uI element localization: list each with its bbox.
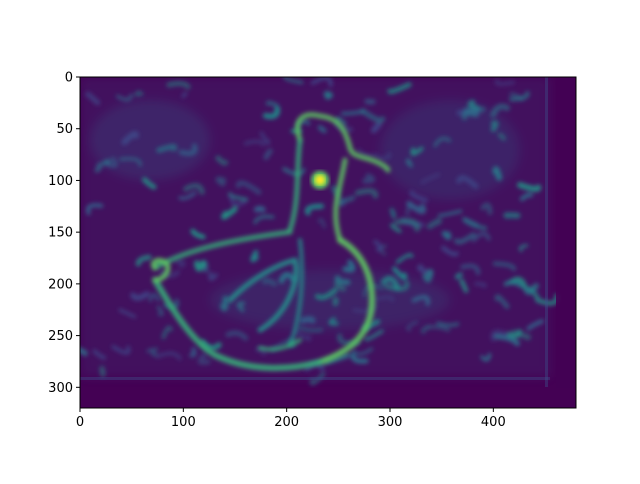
ripple-stroke xyxy=(303,319,313,320)
bottom-border-line xyxy=(80,377,550,380)
ripple-stroke xyxy=(457,275,460,277)
ripple-stroke xyxy=(218,179,223,183)
ripple-stroke xyxy=(500,135,504,138)
plot-area xyxy=(76,76,576,408)
ripple-stroke xyxy=(253,252,257,260)
ripple-stroke xyxy=(136,92,141,94)
ripple-stroke xyxy=(335,300,336,304)
ripple-stroke xyxy=(223,299,226,309)
y-tick-label: 100 xyxy=(48,174,73,189)
ripple-stroke xyxy=(365,176,373,181)
x-tick-label: 300 xyxy=(378,415,403,430)
ripple-stroke xyxy=(444,233,449,237)
ripple-stroke xyxy=(495,169,499,178)
ripple-stroke xyxy=(343,112,363,114)
ripple-stroke xyxy=(407,206,409,214)
eye-highlight xyxy=(311,171,329,189)
right-border-band xyxy=(556,77,576,408)
bottom-border-band xyxy=(80,388,576,408)
ripple-stroke xyxy=(102,369,103,375)
x-tick-label: 200 xyxy=(274,415,299,430)
ripple-stroke xyxy=(97,165,101,170)
ripple-stroke xyxy=(466,109,483,110)
ripple-stroke xyxy=(159,147,175,151)
ripple-stroke xyxy=(320,127,324,130)
ripple-stroke xyxy=(374,125,379,131)
ripple-stroke xyxy=(493,123,496,129)
y-tick-label: 250 xyxy=(48,329,73,344)
y-tick-label: 150 xyxy=(48,226,73,241)
ripple-stroke xyxy=(197,263,204,269)
x-tick-label: 100 xyxy=(171,415,196,430)
y-tick-label: 50 xyxy=(56,122,73,137)
ripple-stroke xyxy=(268,103,277,106)
y-tick-label: 0 xyxy=(65,71,73,86)
y-tick-label: 200 xyxy=(48,277,73,292)
x-tick-label: 400 xyxy=(481,415,506,430)
ripple-stroke xyxy=(257,209,263,210)
ripple-stroke xyxy=(392,210,394,217)
ripple-stroke xyxy=(148,350,152,352)
y-tick-label: 300 xyxy=(48,381,73,396)
ripple-stroke xyxy=(104,161,109,162)
x-tick-label: 0 xyxy=(76,415,84,430)
ripple-stroke xyxy=(265,280,275,284)
x-axis: 0 100 200 300 400 xyxy=(76,408,506,430)
ripple-stroke xyxy=(327,94,330,96)
y-axis: 0 50 100 150 200 250 300 xyxy=(48,71,80,396)
right-border-line xyxy=(545,77,548,387)
